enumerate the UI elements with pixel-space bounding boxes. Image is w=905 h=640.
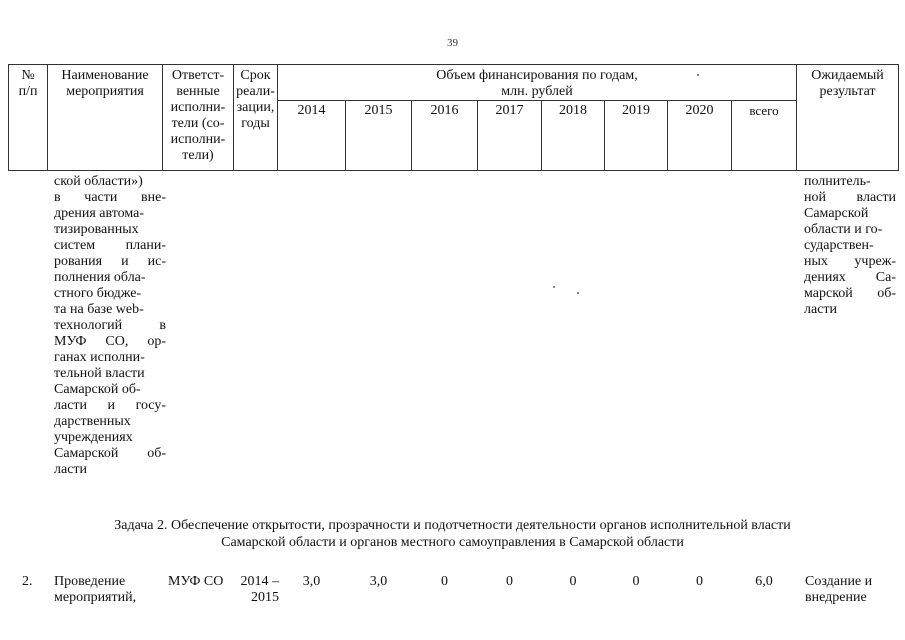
col-border [162,64,163,171]
col-border [411,100,412,171]
header-term: Срок реали- зации, годы [236,68,275,131]
header-year: 2020 [685,103,714,118]
header-responsible: Ответст- венные исполни- тели (со- испол… [170,68,226,163]
col-border [541,100,542,171]
header-total: всего [749,103,779,118]
row-value-2019: 0 [632,574,640,589]
col-border [731,100,732,171]
col-border [233,64,234,171]
row-value-2016: 0 [441,574,448,589]
row-name: Проведение мероприятий, [54,574,137,605]
row-number: 2. [22,574,33,589]
scan-speck [577,292,579,294]
row-value-2014: 3,0 [302,574,321,589]
col-border [604,100,605,171]
row-value-2017: 0 [506,574,513,589]
header-year: 2015 [364,103,393,118]
header-name: Наименование мероприятия [61,68,149,99]
col-border [345,100,346,171]
row-responsible: МУФ СО [168,574,224,589]
col-border [8,64,9,171]
header-top-border [8,64,898,65]
row-value-2018: 0 [569,574,577,589]
header-year: 2019 [622,103,650,118]
col-border [277,64,278,171]
continued-result-text: полнитель- ной власти Самарской области … [804,174,896,317]
col-border [47,64,48,171]
col-border [667,100,668,171]
row-result: Создание и внедрение [805,574,873,605]
header-year: 2017 [495,103,524,118]
row-value-2020: 0 [696,574,703,589]
header-funding-title: Объем финансирования по годам, млн. рубл… [436,68,638,99]
col-border [477,100,478,171]
scan-speck [553,286,555,288]
row-value-total: 6,0 [755,574,773,589]
continued-name-text: ской области») в части вне- дрения автом… [54,174,166,477]
col-border [796,64,797,171]
header-num: № п/п [18,68,38,99]
scan-speck [697,74,699,76]
funding-title-divider [277,100,796,101]
header-result: Ожидаемый результат [811,68,884,99]
header-year: 2018 [559,103,587,118]
header-year: 2016 [430,103,459,118]
page-number: 39 [447,37,458,49]
task-heading: Задача 2. Обеспечение открытости, прозра… [114,518,791,550]
row-value-2015: 3,0 [369,574,388,589]
row-term: 2014 – 2015 [240,574,280,605]
header-bottom-border [8,170,898,171]
header-year: 2014 [297,103,326,118]
col-border [898,64,899,171]
